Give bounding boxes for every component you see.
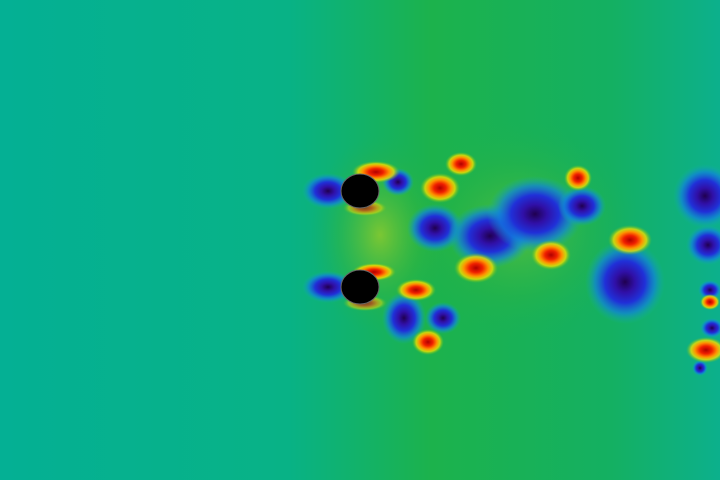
pressure-peak [608, 225, 652, 255]
cylinders [340, 173, 380, 305]
vortex [585, 240, 665, 324]
vortex [700, 318, 720, 338]
cylinder [340, 269, 380, 305]
pressure-peak [445, 152, 477, 176]
pressure-peak [686, 337, 720, 363]
pressure-peak [700, 294, 720, 310]
vortex [692, 360, 708, 376]
pressure-peak [454, 253, 498, 283]
pressure-peak [420, 173, 460, 203]
pressure-peak [412, 329, 444, 355]
vortex [425, 302, 461, 334]
cylinder [340, 173, 380, 209]
vortex [686, 225, 720, 265]
vortex [558, 186, 606, 226]
pressure-peak [531, 240, 571, 270]
high-pressure-regions [343, 152, 720, 363]
vortex [487, 176, 583, 252]
vortex [302, 271, 354, 303]
vortex [673, 164, 720, 228]
vortex [382, 292, 426, 344]
pressure-peak [564, 165, 592, 191]
pressure-peak [396, 279, 436, 301]
low-pressure-vortices [302, 164, 720, 376]
vortex [302, 173, 354, 209]
